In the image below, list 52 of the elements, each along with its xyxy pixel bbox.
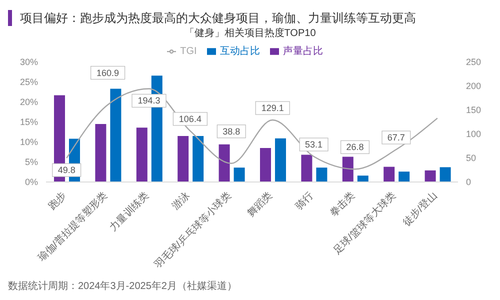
legend-label: TGI [180, 46, 197, 57]
legend-label: 声量占比 [282, 46, 323, 57]
bar [136, 128, 148, 182]
bar [440, 167, 451, 182]
y-tick-label: 25% [20, 77, 38, 88]
data-label: 38.8 [222, 126, 240, 136]
bar [301, 154, 312, 182]
y-tick-label: 0% [24, 177, 38, 188]
bar [192, 136, 204, 182]
x-tick-label: 力量训练类 [107, 190, 152, 234]
y-tick-label: 10% [20, 137, 38, 148]
bar [398, 172, 410, 182]
x-tick-label: 游泳 [170, 190, 192, 212]
y2-tick-label: 0 [466, 177, 472, 188]
data-label: 49.8 [58, 165, 76, 176]
bar [95, 124, 106, 182]
data-label: 53.1 [305, 140, 323, 150]
bar [384, 166, 395, 182]
bar [342, 156, 354, 182]
bar [275, 138, 286, 182]
chart-title: 项目偏好：跑步成为热度最高的大众健身项目，瑜伽、力量训练等互动更高 [20, 10, 416, 26]
y-tick-label: 5% [24, 157, 38, 168]
y-tick-label: 30% [20, 57, 38, 68]
y2-tick-label: 200 [466, 81, 482, 92]
bar [218, 144, 230, 182]
bar [178, 136, 189, 182]
x-tick-label: 舞蹈类 [245, 190, 275, 220]
x-tick-label: 徒步/登山 [400, 190, 440, 228]
y2-tick-label: 100 [466, 129, 482, 140]
x-tick-label: 拳击类 [327, 190, 358, 220]
y-tick-label: 15% [20, 117, 38, 128]
bar [357, 176, 368, 182]
bar [316, 168, 328, 182]
data-label: 26.8 [346, 142, 364, 152]
data-label: 67.7 [387, 132, 405, 143]
bar [110, 88, 122, 182]
bar [260, 148, 271, 182]
y-tick-label: 20% [20, 97, 38, 108]
data-label: 160.9 [96, 68, 120, 78]
y2-tick-label: 150 [466, 105, 482, 116]
x-tick-label: 跑步 [46, 190, 69, 212]
text: 数据统计周期：2024年3月-2025年2月（社媒渠道） [8, 280, 238, 294]
bar [234, 168, 245, 182]
x-tick-label: 骑行 [294, 190, 316, 212]
data-label: 129.1 [261, 103, 284, 114]
y2-tick-label: 50 [466, 153, 476, 164]
y2-tick-label: 250 [466, 57, 482, 68]
legend-label: 互动占比 [220, 46, 260, 57]
data-label: 106.4 [178, 114, 202, 124]
data-label: 194.3 [138, 96, 160, 106]
bar [424, 170, 436, 182]
chart-subtitle: 「健身」相关项目热度TOP10 [183, 28, 317, 40]
